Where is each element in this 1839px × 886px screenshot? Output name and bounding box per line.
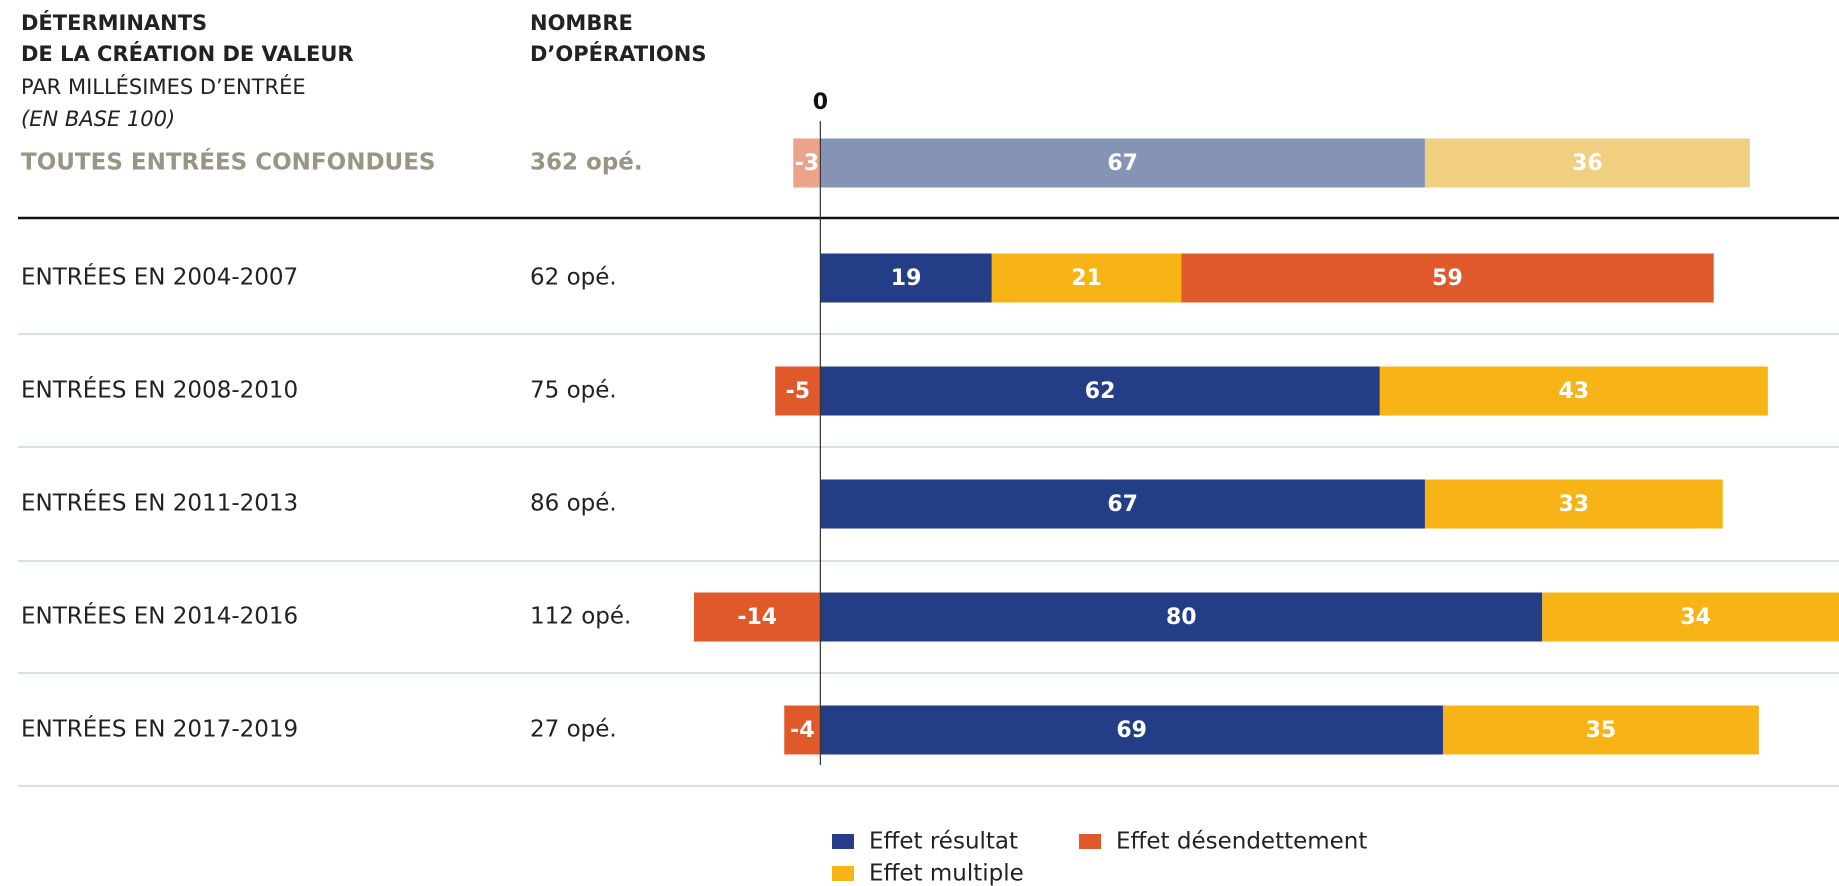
count-label: 27 opé. [530,717,617,743]
count-label: 362 opé. [530,150,643,176]
value-label: 21 [1071,266,1102,291]
bar-segment [820,479,1425,529]
bar-segment [793,138,821,188]
value-label: 34 [1680,605,1711,630]
legend-label: Effet multiple [869,861,1024,886]
bar-segment [784,705,821,755]
legend-swatch [832,834,854,849]
value-label: 62 [1085,379,1116,404]
value-label: -4 [790,718,814,743]
value-label: -5 [786,379,810,404]
legend-label: Effet résultat [869,829,1018,855]
value-label: 33 [1559,492,1590,517]
category-label: ENTRÉES EN 2014-2016 [21,602,298,630]
value-label: 43 [1559,379,1590,404]
value-label: -14 [737,605,777,630]
bar-segment [1542,592,1839,642]
header-unit: (EN BASE 100) [21,107,175,131]
value-label: 36 [1572,151,1603,176]
bar-segment [991,253,1182,303]
bar-segment [820,705,1443,755]
value-label: 67 [1107,151,1138,176]
bar-segment [820,138,1425,188]
legend-label: Effet désendettement [1116,829,1367,855]
header-title: DÉTERMINANTS [21,10,207,35]
count-label: 112 opé. [530,604,631,630]
bar-segment [1379,366,1768,416]
value-label: 35 [1586,718,1617,743]
legend-swatch [832,866,854,881]
category-label: ENTRÉES EN 2011-2013 [21,489,298,517]
value-label: 69 [1116,718,1147,743]
count-label: 75 opé. [530,378,617,404]
count-label: 62 opé. [530,265,617,291]
bar-segment [1424,479,1723,529]
bar-segment [775,366,821,416]
value-label: 67 [1107,492,1138,517]
count-label: 86 opé. [530,491,617,517]
category-label: ENTRÉES EN 2017-2019 [21,715,298,743]
category-label: ENTRÉES EN 2008-2010 [21,376,298,404]
value-label: -3 [795,151,819,176]
count-header: NOMBRE [530,11,633,35]
value-label: 80 [1166,605,1197,630]
x-tick-label: 0 [813,90,828,115]
bar-segment [1424,138,1750,188]
category-label: TOUTES ENTRÉES CONFONDUES [21,148,435,176]
legend-swatch [1079,834,1101,849]
bar-segment [1181,253,1714,303]
bar-segment [820,253,992,303]
bar-segment [694,592,821,642]
header-subtitle: PAR MILLÉSIMES D’ENTRÉE [21,74,306,99]
value-label: 59 [1432,266,1463,291]
bar-segment [1442,705,1759,755]
count-header: D’OPÉRATIONS [530,41,706,66]
category-label: ENTRÉES EN 2004-2007 [21,263,298,291]
bar-segment [820,592,1543,642]
header-title: DE LA CRÉATION DE VALEUR [21,41,354,66]
bar-segment [820,366,1380,416]
value-label: 19 [891,266,922,291]
